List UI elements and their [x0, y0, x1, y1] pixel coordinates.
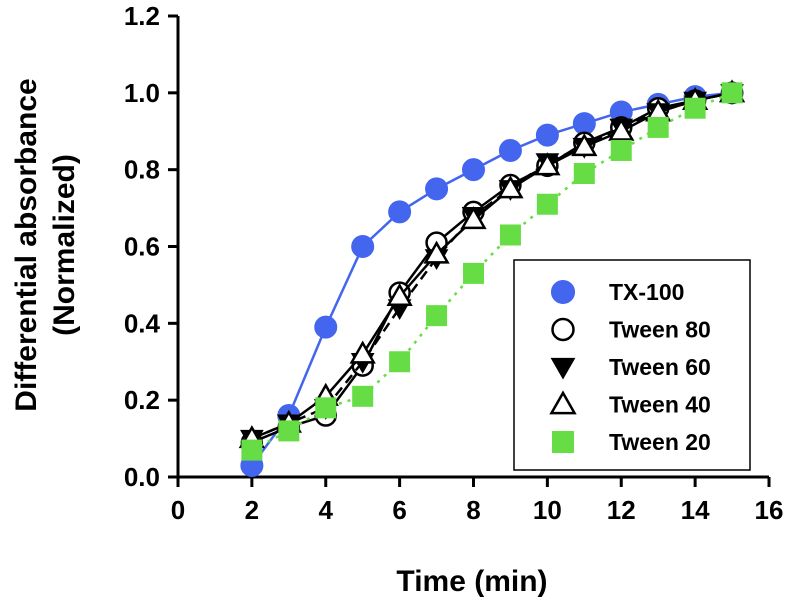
axes: 0 2 4 6 8 10 12 14 16 0.0 0.2 0.4 0.6 0.8 1.0 1.2: [124, 1, 784, 525]
legend: TX-100 Tween 80 Tween 60 Tween 40 Tween 20: [513, 259, 751, 471]
legend-label: Tween 20: [609, 429, 711, 455]
data-point: [647, 116, 669, 138]
legend-label: Tween 40: [609, 392, 711, 418]
y-tick-label: 0.6: [124, 232, 160, 262]
x-tick-label: 4: [319, 495, 334, 525]
legend-label: Tween 80: [609, 317, 711, 343]
legend-label: Tween 60: [609, 354, 711, 380]
x-tick-label: 10: [533, 495, 562, 525]
x-tick-label: 6: [392, 495, 406, 525]
data-point: [497, 175, 524, 199]
legend-marker: [552, 431, 574, 453]
data-point: [315, 397, 337, 419]
y-tick-label: 1.2: [124, 1, 160, 31]
y-tick-label: 0.4: [124, 308, 161, 338]
legend-item: TX-100: [550, 279, 684, 305]
data-point: [571, 133, 598, 157]
data-point: [536, 193, 558, 215]
data-point: [278, 420, 300, 442]
legend-marker: [551, 317, 575, 342]
x-tick-label: 8: [466, 495, 480, 525]
data-point: [610, 139, 632, 161]
data-point: [389, 351, 411, 373]
data-point: [608, 117, 635, 141]
data-point: [721, 82, 743, 104]
series-group: [238, 79, 746, 477]
data-point: [573, 163, 595, 185]
data-point: [425, 177, 449, 201]
data-point: [388, 200, 412, 224]
data-point: [460, 206, 487, 230]
y-tick-label: 0.2: [124, 385, 160, 415]
y-axis-title-line1: Differential absorbance: [10, 78, 43, 411]
y-axis-title-line2: (Normalized): [48, 154, 81, 336]
y-tick-label: 0.8: [124, 155, 160, 185]
data-point: [499, 224, 521, 246]
legend-item: Tween 20: [552, 429, 711, 455]
data-point: [684, 97, 706, 119]
y-tick-label: 0.0: [124, 462, 160, 492]
x-tick-label: 14: [681, 495, 710, 525]
data-point: [572, 112, 596, 136]
legend-marker: [550, 279, 576, 305]
legend-label: TX-100: [609, 279, 684, 305]
x-axis-title: Time (min): [396, 565, 547, 598]
y-tick-label: 1.0: [124, 78, 160, 108]
data-point: [462, 158, 485, 182]
series-tween-20: [241, 82, 743, 461]
data-point: [534, 152, 561, 176]
data-point: [241, 439, 263, 461]
data-point: [352, 385, 374, 407]
data-point: [386, 282, 413, 306]
legend-marker: [550, 357, 576, 380]
x-tick-label: 0: [171, 495, 185, 525]
legend-item: Tween 40: [549, 390, 711, 418]
data-point: [535, 123, 559, 147]
data-point: [351, 235, 375, 258]
x-tick-label: 16: [755, 495, 784, 525]
data-point: [423, 240, 450, 264]
x-tick-label: 12: [607, 495, 636, 525]
legend-marker: [549, 390, 577, 415]
data-point: [314, 315, 338, 339]
data-point: [426, 305, 448, 327]
legend-item: Tween 60: [550, 354, 711, 380]
data-point: [463, 262, 484, 284]
data-point: [498, 138, 522, 162]
data-point: [349, 340, 376, 364]
x-tick-label: 2: [245, 495, 259, 525]
legend-item: Tween 80: [551, 317, 711, 343]
